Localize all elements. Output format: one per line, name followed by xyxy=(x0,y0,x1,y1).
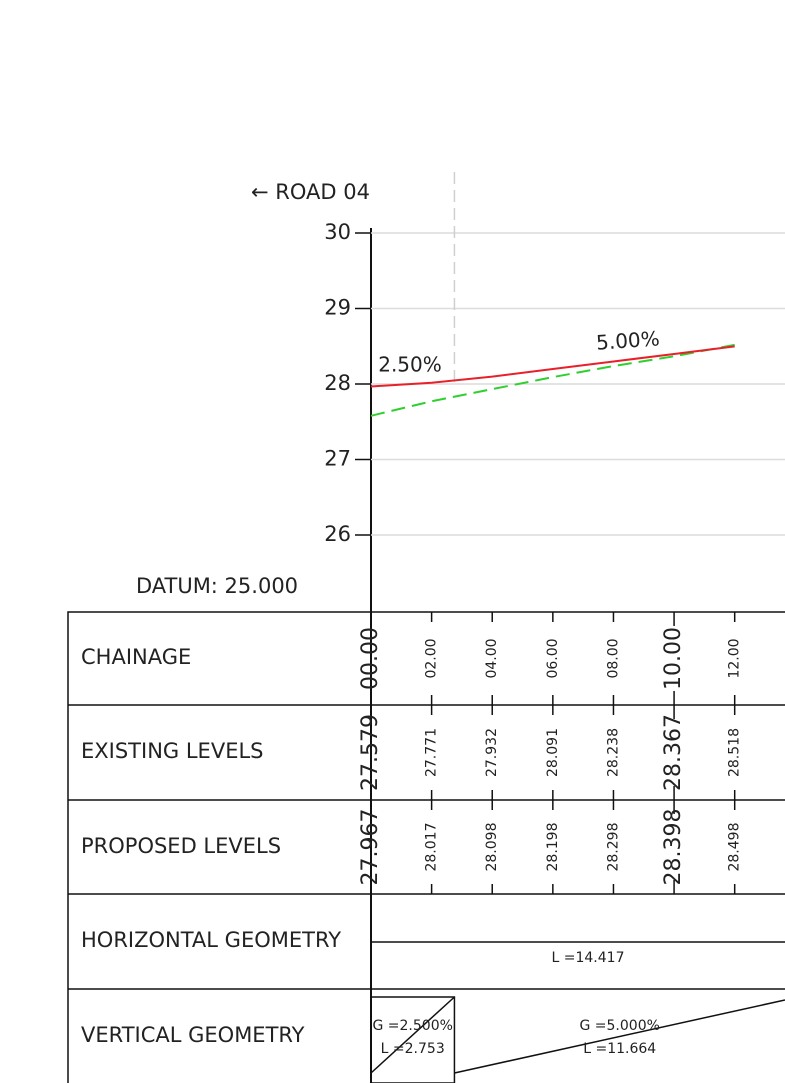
level-label: 28.518 xyxy=(727,728,743,777)
vg-grade xyxy=(454,999,785,1074)
y-tick-label: 29 xyxy=(324,296,351,320)
row-label: EXISTING LEVELS xyxy=(81,739,264,763)
row-label: VERTICAL GEOMETRY xyxy=(81,1023,305,1047)
row-label: PROPOSED LEVELS xyxy=(81,834,281,858)
chainage-label: 00.00 xyxy=(358,627,383,690)
level-label: 28.298 xyxy=(605,823,621,872)
level-label: 28.238 xyxy=(605,728,621,777)
road-label: ← ROAD 04 xyxy=(251,180,370,204)
y-tick-label: 27 xyxy=(324,447,351,471)
chainage-label: 10.00 xyxy=(661,627,686,690)
chainage-label: 08.00 xyxy=(605,638,621,678)
level-label: 28.017 xyxy=(424,823,440,872)
level-label: 28.498 xyxy=(727,823,743,872)
level-label: 28.091 xyxy=(545,728,561,777)
vg-length-label: L =2.753 xyxy=(381,1041,445,1057)
row-label: CHAINAGE xyxy=(81,645,191,669)
alignment-length: L =14.417 xyxy=(552,950,625,966)
grade-label: 2.50% xyxy=(378,353,442,377)
chainage-label: 02.00 xyxy=(424,638,440,678)
y-tick-label: 26 xyxy=(324,522,351,546)
vg-length-label: L =11.664 xyxy=(583,1041,656,1057)
level-label: 28.198 xyxy=(545,823,561,872)
profile-line xyxy=(370,345,735,388)
grade-label: 5.00% xyxy=(595,326,660,354)
vg-grade-label: G =2.500% xyxy=(373,1018,453,1034)
level-label: 27.967 xyxy=(358,809,383,886)
y-tick-label: 28 xyxy=(324,371,351,395)
table-border xyxy=(67,611,785,1083)
level-label: 28.398 xyxy=(661,809,686,886)
level-label: 27.932 xyxy=(484,728,500,777)
chainage-label: 12.00 xyxy=(727,638,743,678)
level-label: 28.098 xyxy=(484,823,500,872)
level-label: 28.367 xyxy=(661,714,686,791)
row-label: HORIZONTAL GEOMETRY xyxy=(81,928,341,952)
y-tick-label: 30 xyxy=(324,220,351,244)
datum-label: DATUM: 25.000 xyxy=(136,574,298,598)
chainage-label: 06.00 xyxy=(545,638,561,678)
vg-grade xyxy=(370,996,455,1074)
chainage-label: 04.00 xyxy=(484,638,500,678)
level-label: 27.579 xyxy=(358,714,383,791)
vg-box xyxy=(370,996,456,1083)
vg-grade-label: G =5.000% xyxy=(580,1018,660,1034)
table-frame xyxy=(67,228,785,1083)
level-label: 27.771 xyxy=(424,728,440,777)
